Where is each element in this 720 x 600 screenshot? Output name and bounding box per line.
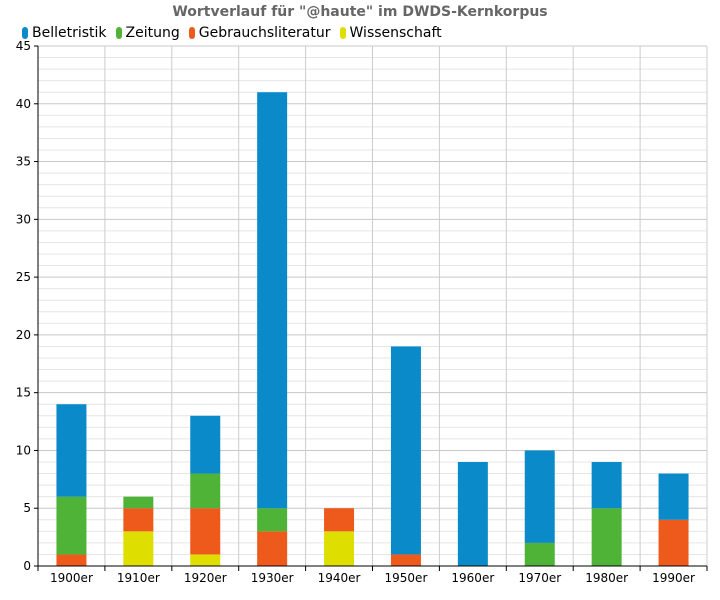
y-tick-label: 35: [16, 155, 31, 169]
y-tick-label: 10: [16, 443, 31, 457]
bar-belletristik-1980er: [591, 462, 622, 509]
bar-zeitung-1980er: [591, 508, 622, 566]
x-tick-label: 1960er: [451, 571, 494, 585]
bar-belletristik-1960er: [457, 462, 488, 566]
bar-belletristik-1990er: [658, 473, 689, 520]
x-tick-label: 1990er: [652, 571, 695, 585]
bar-gebrauchsliteratur-1940er: [324, 508, 355, 532]
legend-label-belletristik: Belletristik: [32, 25, 107, 41]
bar-wissenschaft-1940er: [324, 531, 355, 566]
bar-belletristik-1920er: [190, 415, 221, 474]
legend-swatch-gebrauchsliteratur: [188, 27, 195, 39]
bar-gebrauchsliteratur-1930er: [257, 531, 288, 566]
x-tick-label: 1920er: [184, 571, 227, 585]
legend-item-belletristik[interactable]: Belletristik: [22, 25, 107, 41]
legend-swatch-zeitung: [115, 27, 122, 39]
bar-gebrauchsliteratur-1950er: [390, 554, 421, 566]
bar-zeitung-1910er: [123, 496, 154, 509]
bar-gebrauchsliteratur-1900er: [56, 554, 87, 566]
x-tick-label: 1930er: [251, 571, 294, 585]
x-tick-label: 1980er: [585, 571, 628, 585]
x-tick-label: 1900er: [50, 571, 93, 585]
bar-belletristik-1930er: [257, 92, 288, 509]
y-tick-label: 40: [16, 97, 31, 111]
y-tick-label: 0: [23, 559, 31, 573]
legend-item-wissenschaft[interactable]: Wissenschaft: [339, 25, 442, 41]
bar-zeitung-1970er: [524, 542, 555, 566]
chart-legend: Belletristik Zeitung Gebrauchsliteratur …: [22, 23, 451, 43]
bar-zeitung-1930er: [257, 508, 288, 532]
legend-label-zeitung: Zeitung: [125, 25, 180, 41]
x-tick-label: 1950er: [385, 571, 428, 585]
bar-zeitung-1900er: [56, 496, 87, 555]
bar-wissenschaft-1920er: [190, 554, 221, 566]
y-tick-label: 20: [16, 328, 31, 342]
x-tick-label: 1910er: [117, 571, 160, 585]
y-tick-label: 30: [16, 212, 31, 226]
legend-label-gebrauchsliteratur: Gebrauchsliteratur: [198, 25, 331, 41]
bar-wissenschaft-1910er: [123, 531, 154, 566]
bar-belletristik-1970er: [524, 450, 555, 543]
bar-belletristik-1950er: [390, 346, 421, 555]
legend-swatch-belletristik: [22, 27, 28, 39]
legend-label-wissenschaft: Wissenschaft: [349, 25, 442, 41]
legend-item-zeitung[interactable]: Zeitung: [115, 25, 180, 41]
x-tick-label: 1970er: [518, 571, 561, 585]
legend-item-gebrauchsliteratur[interactable]: Gebrauchsliteratur: [188, 25, 331, 41]
legend-swatch-wissenschaft: [339, 27, 346, 39]
chart-title: Wortverlauf für "@haute" im DWDS-Kernkor…: [172, 4, 548, 20]
bar-gebrauchsliteratur-1920er: [190, 508, 221, 555]
bar-gebrauchsliteratur-1910er: [123, 508, 154, 532]
y-tick-label: 45: [16, 39, 31, 53]
x-tick-label: 1940er: [318, 571, 361, 585]
bar-zeitung-1920er: [190, 473, 221, 509]
bar-belletristik-1900er: [56, 404, 87, 497]
y-tick-label: 25: [16, 270, 31, 284]
bar-gebrauchsliteratur-1990er: [658, 519, 689, 566]
y-tick-label: 5: [23, 501, 31, 515]
y-tick-label: 15: [16, 386, 31, 400]
